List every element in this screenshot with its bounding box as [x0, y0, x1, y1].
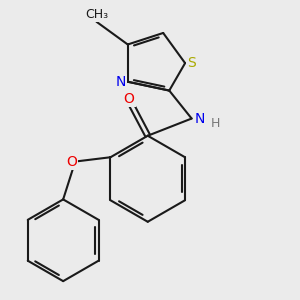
Text: O: O: [66, 154, 77, 169]
Text: N: N: [194, 112, 205, 125]
Text: S: S: [188, 56, 196, 70]
Text: H: H: [211, 117, 220, 130]
Text: O: O: [124, 92, 135, 106]
Text: N: N: [116, 75, 126, 89]
Text: CH₃: CH₃: [85, 8, 108, 21]
